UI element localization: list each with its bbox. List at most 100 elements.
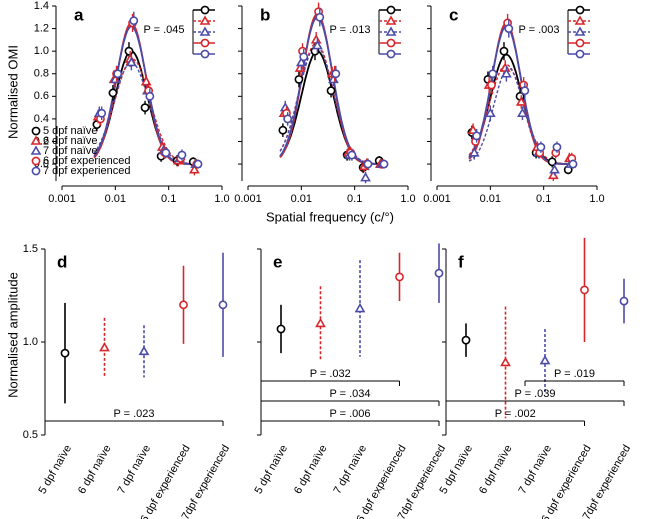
legend-marker [30, 135, 42, 145]
legend-label: 7 dpf experienced [43, 165, 130, 177]
y-axis-label: Normalised OMI [5, 45, 20, 139]
data-point [189, 164, 200, 174]
data-point [580, 285, 589, 295]
y-tick-label: 1.2 [34, 22, 49, 34]
key-marker [575, 38, 585, 48]
key-marker [200, 5, 210, 15]
panel-label: a [74, 5, 84, 24]
x-tick-label: 0.1 [161, 193, 176, 205]
data-point [472, 131, 482, 141]
key-marker [200, 49, 210, 59]
data-point [360, 172, 371, 182]
x-tick-label: 0.1 [536, 193, 551, 205]
y-tick-label: 1.0 [34, 45, 49, 57]
panel-label: d [57, 252, 67, 271]
data-point [60, 348, 70, 358]
p-value: P = .045 [143, 24, 184, 36]
data-point [126, 56, 137, 67]
key-marker [575, 5, 585, 15]
data-point [568, 159, 578, 169]
data-point [310, 34, 322, 44]
panel-label: c [449, 5, 458, 24]
data-point [177, 150, 187, 160]
data-point [552, 142, 562, 152]
key-marker [575, 49, 585, 59]
data-point [379, 159, 389, 169]
data-point [276, 324, 286, 334]
p-value: P = .006 [329, 408, 370, 420]
data-point [331, 69, 341, 79]
data-point [517, 107, 528, 118]
legend-label: 6 dpf naïve [43, 135, 97, 147]
data-point [434, 268, 444, 278]
data-point [108, 88, 118, 98]
data-point [539, 354, 551, 365]
p-value: P = .032 [310, 368, 351, 380]
x-axis-label: Spatial frequency (c/°) [266, 209, 394, 224]
data-point [140, 103, 150, 113]
legend-marker [31, 166, 41, 176]
data-point [283, 114, 293, 124]
data-point [347, 150, 357, 160]
x-tick-label: 1.0 [400, 193, 415, 205]
legend-marker [31, 126, 41, 136]
p-value: P = .019 [554, 368, 595, 380]
data-point [278, 125, 288, 135]
data-point [501, 68, 512, 78]
data-point [536, 142, 546, 152]
data-point [547, 169, 559, 180]
x-tick-label: 6 dpf naïve [76, 443, 114, 496]
data-point [395, 272, 404, 282]
data-point [124, 46, 134, 56]
y-tick-label: 0.8 [34, 68, 49, 80]
key-marker [385, 26, 397, 36]
p-value: P = .013 [329, 24, 370, 36]
key-marker [200, 38, 210, 48]
x-tick-label: 1.0 [589, 193, 604, 205]
key-marker [386, 5, 396, 15]
x-tick-label: 0.01 [105, 193, 126, 205]
key-marker [386, 49, 396, 59]
data-point [488, 69, 498, 79]
data-point [315, 317, 326, 328]
data-point [363, 159, 373, 169]
data-point [499, 46, 509, 56]
x-tick-label: 6 dpf naïve [477, 443, 515, 496]
y-tick-label: 1.4 [34, 0, 49, 12]
x-tick-label: 0.01 [291, 193, 312, 205]
key-marker [385, 15, 397, 25]
y-axis-label: Normalised amplitude [5, 272, 20, 398]
key-marker [199, 26, 211, 36]
data-point [500, 356, 511, 367]
legend-marker [30, 145, 42, 155]
p-value: P = .003 [518, 24, 559, 36]
y-tick-label: 0.4 [34, 113, 49, 125]
p-value: P = .002 [495, 408, 536, 420]
data-point [138, 345, 150, 356]
x-tick-label: 7 dpf naïve [116, 443, 154, 496]
data-point [312, 39, 323, 50]
y-tick-label: 0.6 [34, 90, 49, 102]
legend-label: 5 dpf naïve [43, 125, 97, 137]
y-tick-label: 1.5 [23, 243, 38, 255]
data-point [193, 159, 203, 169]
x-tick-label: 0.01 [480, 193, 501, 205]
key-marker [574, 15, 586, 25]
x-tick-label: 5 dpf naïve [253, 443, 291, 496]
x-tick-label: 0.001 [423, 193, 451, 205]
data-point [468, 147, 480, 157]
x-tick-label: 7 dpf naïve [517, 443, 555, 496]
y-tick-label: 0.5 [23, 429, 38, 441]
x-tick-label: 0.001 [234, 193, 262, 205]
legend-label: 7 dpf naïve [43, 145, 97, 157]
data-point [299, 52, 309, 62]
data-point [113, 69, 123, 79]
x-tick-label: 1.0 [214, 193, 229, 205]
x-tick-label: 0.001 [48, 193, 76, 205]
data-point [484, 107, 496, 118]
data-point [461, 335, 471, 345]
x-tick-label: 6 dpf naïve [292, 443, 330, 496]
panel-label: b [260, 5, 270, 24]
data-point [467, 124, 479, 134]
data-point [549, 164, 560, 174]
